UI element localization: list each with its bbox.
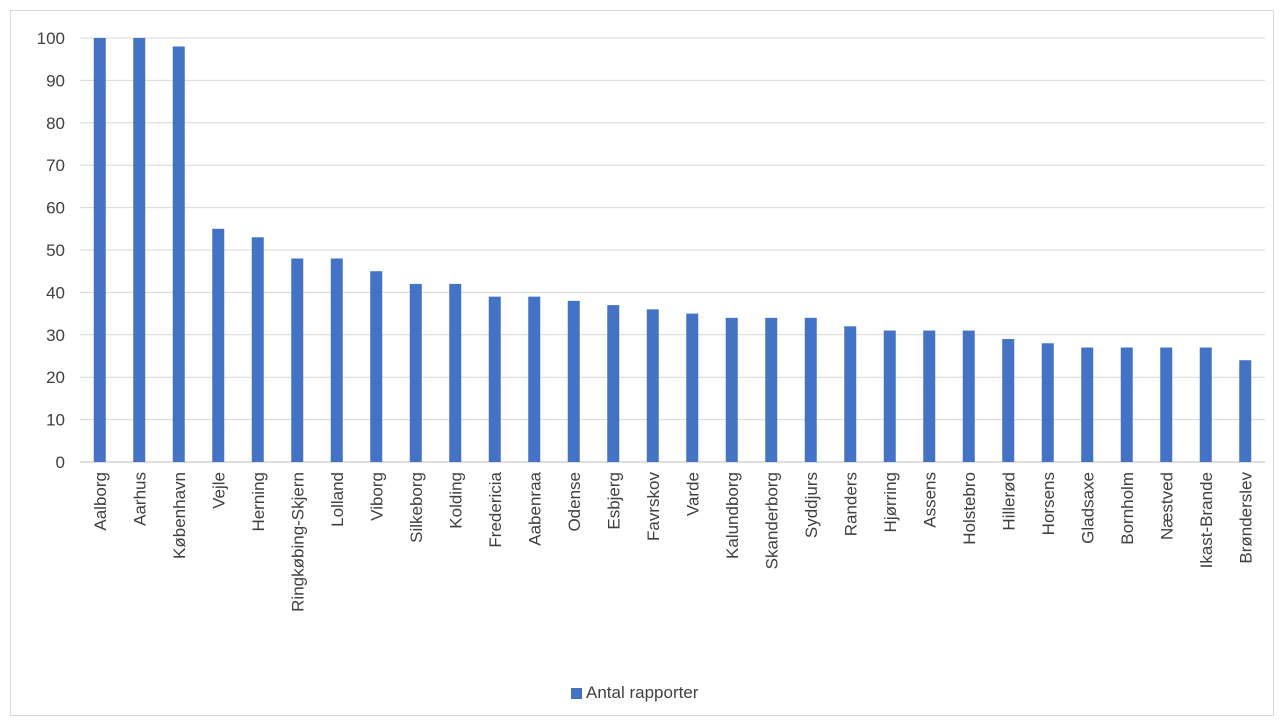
x-tick-label: København (170, 472, 189, 559)
x-tick-label: Brønderslev (1236, 472, 1255, 564)
y-tick-label: 10 (46, 411, 65, 430)
x-tick-label: Hjørring (881, 472, 900, 532)
x-tick-label: Bornholm (1118, 472, 1137, 545)
x-tick-label: Aarhus (130, 472, 149, 526)
bar-0 (93, 38, 106, 462)
bar-10 (488, 296, 501, 462)
bar-24 (1041, 343, 1054, 462)
bar-22 (962, 330, 975, 462)
bar-12 (567, 300, 580, 462)
x-tick-label: Skanderborg (762, 472, 781, 569)
x-tick-label: Assens (920, 472, 939, 528)
x-tick-label: Aabenraa (525, 471, 544, 545)
bar-6 (330, 258, 343, 462)
bar-11 (528, 296, 541, 462)
bar-27 (1160, 347, 1173, 462)
bar-4 (251, 237, 264, 462)
x-tick-label: Horsens (1039, 472, 1058, 535)
y-tick-label: 60 (46, 199, 65, 218)
x-tick-label: Vejle (209, 472, 228, 509)
x-tick-label: Esbjerg (604, 472, 623, 530)
y-tick-label: 100 (37, 29, 65, 48)
x-tick-label: Odense (565, 472, 584, 532)
y-tick-label: 20 (46, 368, 65, 387)
x-tick-label: Randers (841, 472, 860, 536)
y-axis-tick-labels: 0 10 20 30 40 50 60 70 80 90 100 (37, 29, 65, 472)
x-tick-label: Fredericia (486, 471, 505, 547)
bar-21 (923, 330, 936, 462)
x-tick-label: Gladsaxe (1078, 472, 1097, 544)
bar-18 (804, 317, 817, 462)
legend-swatch (571, 687, 582, 699)
bar-23 (1002, 339, 1015, 462)
bar-13 (607, 305, 620, 462)
x-axis-tick-labels: Aalborg Aarhus København Vejle Herning Ringkø… (91, 471, 1256, 611)
bar-8 (409, 283, 422, 462)
bar-17 (765, 317, 778, 462)
bars (93, 38, 1252, 462)
x-tick-label: Lolland (328, 472, 347, 527)
y-tick-label: 40 (46, 283, 65, 302)
bar-20 (883, 330, 896, 462)
x-tick-label: Kolding (446, 472, 465, 529)
bar-19 (844, 326, 857, 462)
bar-16 (725, 317, 738, 462)
x-tick-label: Aalborg (91, 472, 110, 531)
y-tick-label: 50 (46, 241, 65, 260)
y-tick-label: 90 (46, 71, 65, 90)
x-tick-label: Holstebro (960, 472, 979, 545)
bar-2 (172, 46, 185, 462)
y-tick-label: 30 (46, 326, 65, 345)
bar-29 (1239, 360, 1252, 462)
x-tick-label: Silkeborg (407, 472, 426, 543)
x-tick-label: Ringkøbing-Skjern (288, 472, 307, 612)
x-tick-label: Herning (249, 472, 268, 532)
x-tick-label: Syddjurs (802, 472, 821, 538)
grid-lines (80, 37, 1265, 463)
x-tick-label: Varde (683, 472, 702, 516)
bar-28 (1199, 347, 1212, 462)
bar-1 (133, 38, 146, 462)
y-tick-label: 0 (56, 453, 65, 472)
bar-7 (370, 271, 383, 462)
x-tick-label: Ikast-Brande (1197, 472, 1216, 568)
x-tick-label: Næstved (1157, 472, 1176, 540)
bar-15 (686, 313, 699, 462)
bar-26 (1120, 347, 1133, 462)
bar-14 (646, 309, 659, 462)
bar-9 (449, 283, 462, 462)
legend: Antal rapporter (571, 683, 698, 703)
x-tick-label: Hillerød (999, 472, 1018, 531)
bar-3 (212, 228, 225, 462)
bar-25 (1081, 347, 1094, 462)
x-tick-label: Favrskov (644, 472, 663, 541)
bar-5 (291, 258, 304, 462)
y-tick-label: 80 (46, 114, 65, 133)
x-tick-label: Kalundborg (723, 472, 742, 559)
legend-label: Antal rapporter (586, 683, 699, 702)
x-tick-label: Viborg (367, 472, 386, 521)
y-tick-label: 70 (46, 156, 65, 175)
